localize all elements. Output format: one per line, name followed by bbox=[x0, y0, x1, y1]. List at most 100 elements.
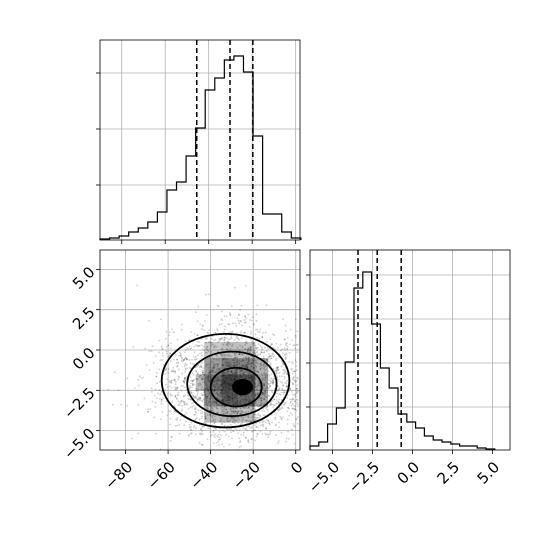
scatter-point bbox=[126, 404, 129, 407]
scatter-point bbox=[223, 424, 226, 427]
scatter-point bbox=[193, 425, 196, 427]
scatter-point bbox=[260, 397, 262, 400]
scatter-point bbox=[180, 356, 183, 359]
bl-x-tick-label: −60 bbox=[144, 458, 179, 493]
scatter-point bbox=[210, 406, 213, 409]
scatter-point bbox=[263, 420, 265, 423]
scatter-point bbox=[184, 376, 186, 379]
scatter-point bbox=[276, 390, 279, 392]
scatter-point bbox=[199, 397, 202, 399]
scatter-point bbox=[285, 352, 288, 355]
scatter-point bbox=[178, 404, 181, 407]
scatter-point bbox=[254, 368, 257, 370]
scatter-point bbox=[242, 434, 245, 437]
scatter-point bbox=[240, 411, 243, 414]
scatter-point bbox=[199, 364, 202, 367]
scatter-point bbox=[187, 398, 190, 400]
scatter-point bbox=[223, 336, 226, 339]
scatter-point bbox=[250, 362, 252, 365]
scatter-point bbox=[285, 437, 288, 440]
scatter-point bbox=[187, 348, 190, 350]
scatter-point bbox=[244, 428, 247, 430]
scatter-point bbox=[262, 414, 265, 417]
scatter-point bbox=[205, 363, 208, 365]
scatter-point bbox=[273, 398, 276, 401]
scatter-point bbox=[191, 380, 194, 382]
scatter-point bbox=[165, 368, 167, 371]
scatter-point bbox=[245, 426, 248, 429]
scatter-point bbox=[169, 360, 172, 362]
scatter-point bbox=[199, 365, 202, 368]
scatter-point bbox=[287, 406, 289, 409]
scatter-point bbox=[265, 427, 267, 430]
scatter-point bbox=[212, 409, 215, 411]
scatter-point bbox=[220, 348, 223, 351]
scatter-point bbox=[238, 437, 241, 440]
scatter-point bbox=[227, 342, 229, 344]
scatter-point bbox=[201, 415, 203, 418]
scatter-point bbox=[159, 359, 162, 361]
scatter-point bbox=[177, 368, 180, 371]
scatter-point bbox=[259, 353, 262, 355]
scatter-point bbox=[263, 398, 266, 401]
scatter-point bbox=[189, 406, 192, 409]
scatter-point bbox=[286, 396, 289, 399]
scatter-point bbox=[290, 428, 293, 431]
scatter-point bbox=[215, 368, 218, 371]
scatter-point bbox=[208, 341, 211, 344]
scatter-point bbox=[199, 397, 202, 400]
scatter-point bbox=[280, 417, 283, 420]
scatter-point bbox=[203, 425, 205, 428]
scatter-point bbox=[253, 366, 256, 369]
scatter-point bbox=[211, 370, 214, 373]
scatter-point bbox=[255, 395, 257, 398]
scatter-point bbox=[133, 387, 136, 389]
scatter-point bbox=[201, 430, 204, 432]
scatter-point bbox=[211, 369, 214, 372]
scatter-point bbox=[223, 315, 226, 317]
scatter-point bbox=[207, 332, 210, 334]
scatter-point bbox=[156, 382, 159, 385]
scatter-point bbox=[234, 322, 237, 325]
scatter-point bbox=[185, 402, 188, 405]
scatter-point bbox=[209, 405, 212, 407]
scatter-point bbox=[247, 348, 249, 351]
scatter-point bbox=[264, 331, 267, 334]
scatter-point bbox=[217, 367, 220, 369]
scatter-point bbox=[285, 385, 288, 388]
scatter-point bbox=[207, 341, 210, 344]
scatter-point bbox=[261, 424, 264, 426]
scatter-point bbox=[251, 416, 253, 419]
scatter-point bbox=[240, 407, 242, 409]
scatter-point bbox=[265, 408, 268, 411]
scatter-point bbox=[181, 399, 184, 402]
scatter-point bbox=[254, 333, 257, 336]
scatter-point bbox=[287, 418, 289, 421]
scatter-point bbox=[185, 363, 188, 366]
scatter-point bbox=[208, 293, 210, 296]
scatter-point bbox=[291, 398, 294, 401]
scatter-point bbox=[264, 393, 267, 396]
scatter-point bbox=[217, 397, 219, 399]
scatter-point bbox=[270, 343, 273, 345]
scatter-point bbox=[165, 350, 168, 353]
scatter-point bbox=[203, 404, 206, 406]
scatter-point bbox=[240, 304, 243, 307]
scatter-point bbox=[191, 386, 193, 389]
scatter-point bbox=[180, 323, 183, 326]
scatter-point bbox=[284, 357, 287, 360]
scatter-point bbox=[246, 350, 249, 352]
scatter-point bbox=[183, 401, 186, 404]
scatter-point bbox=[265, 396, 268, 399]
scatter-point bbox=[245, 364, 248, 367]
scatter-point bbox=[205, 397, 208, 399]
scatter-point bbox=[236, 410, 239, 413]
scatter-point bbox=[219, 393, 222, 396]
scatter-point bbox=[126, 377, 129, 380]
scatter-point bbox=[244, 321, 247, 324]
scatter-point bbox=[222, 410, 225, 413]
scatter-point bbox=[214, 401, 216, 404]
scatter-point bbox=[264, 421, 267, 424]
scatter-point bbox=[165, 330, 168, 333]
scatter-point bbox=[174, 380, 177, 383]
